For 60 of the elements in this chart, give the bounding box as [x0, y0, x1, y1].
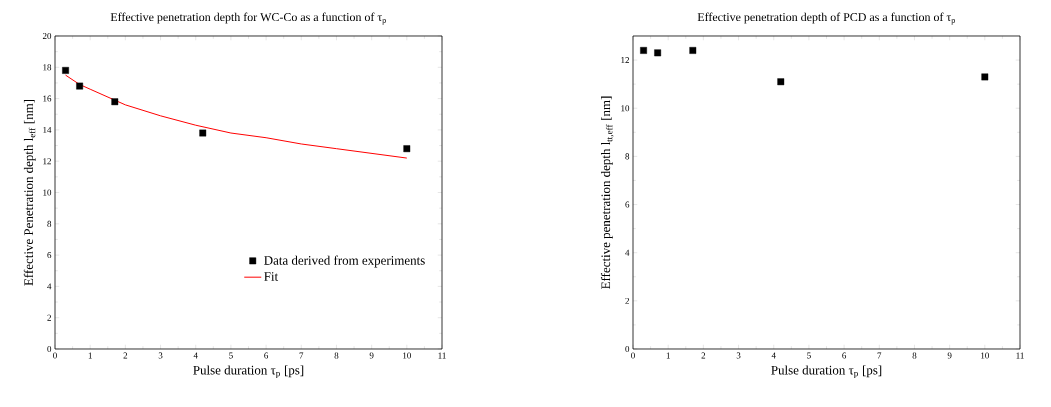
- x-tick-label: 11: [1016, 352, 1024, 359]
- point: [111, 98, 119, 106]
- x-tick-label: 4: [771, 352, 776, 359]
- y-tick-label: 18: [43, 64, 52, 71]
- x-tick-label: 2: [123, 352, 128, 359]
- y-tick-label: 16: [43, 95, 52, 102]
- point: [403, 145, 411, 153]
- y-tick-label: 10: [43, 189, 52, 196]
- legend-label: Fit: [264, 272, 279, 281]
- x-tick-label: 5: [807, 352, 811, 359]
- x-tick-label: 8: [912, 352, 917, 359]
- y-tick-label: 20: [42, 32, 52, 40]
- point: [199, 129, 207, 137]
- y-axis-title: Effective penetration depth l$_{tt,eff}$ [nm]: [600, 96, 614, 289]
- y-tick-label: 8: [625, 153, 630, 160]
- point: [654, 49, 662, 57]
- y-tick-label: 10: [621, 105, 630, 112]
- x-tick-label: 9: [369, 352, 374, 359]
- x-tick-label: 6: [842, 352, 847, 359]
- x-tick-label: 10: [403, 352, 411, 359]
- x-tick-label: 5: [229, 352, 233, 359]
- x-axis-title: Pulse duration τ$_{p}$ [ps]: [193, 365, 304, 379]
- y-tick-label: 0: [625, 345, 630, 353]
- y-tick-label: 6: [625, 201, 630, 208]
- y-tick-label: 2: [47, 314, 51, 321]
- chart-title: Effective penetration depth of PCD as a function of τ$_{p}$: [697, 12, 955, 25]
- x-tick-label: 0: [631, 352, 635, 359]
- chart-title: Effective penetration depth for WC-Co as a function of τ$_{p}$: [110, 12, 386, 25]
- y-axis-title: Effective Penetration depth l$_{eff}$ [nm]: [23, 99, 36, 286]
- y-tick-label: 8: [47, 220, 52, 227]
- legend-label: Data derived from experiments: [264, 255, 425, 268]
- x-tick-label: 9: [947, 352, 952, 359]
- point: [640, 47, 647, 54]
- x-tick-label: 7: [877, 352, 882, 359]
- y-tick-label: 4: [625, 249, 630, 256]
- x-tick-label: 0: [53, 352, 57, 359]
- point: [777, 78, 785, 86]
- y-tick-label: 12: [43, 158, 51, 165]
- point: [76, 82, 84, 90]
- x-tick-label: 1: [88, 352, 92, 359]
- point: [981, 73, 989, 81]
- y-tick-label: 14: [43, 126, 52, 133]
- x-tick-label: 11: [438, 352, 446, 359]
- x-tick-label: 8: [334, 352, 339, 359]
- x-tick-label: 7: [299, 352, 304, 359]
- point: [62, 67, 69, 74]
- y-tick-label: 12: [621, 57, 629, 64]
- x-axis-title: Pulse duration τ$_{p}$ [ps]: [771, 365, 882, 379]
- x-tick-label: 3: [736, 352, 741, 359]
- point: [689, 47, 697, 54]
- x-tick-label: 2: [701, 352, 706, 359]
- x-tick-label: 10: [981, 352, 989, 359]
- x-tick-label: 6: [264, 352, 269, 359]
- y-tick-label: 0: [47, 345, 52, 353]
- y-tick-label: 4: [47, 283, 52, 290]
- x-tick-label: 1: [666, 352, 670, 359]
- x-tick-label: 3: [158, 352, 163, 359]
- y-tick-label: 6: [47, 252, 52, 259]
- x-tick-label: 4: [193, 352, 198, 359]
- y-tick-label: 2: [625, 297, 629, 304]
